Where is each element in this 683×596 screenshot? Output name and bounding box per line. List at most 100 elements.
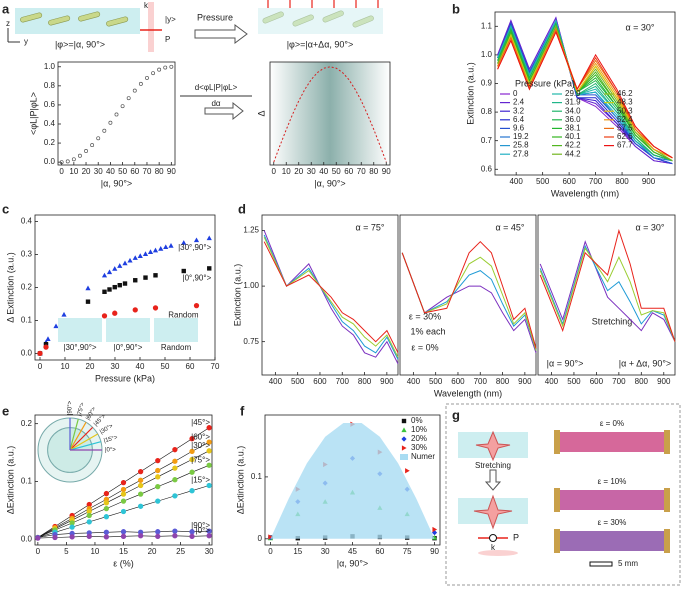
x-tick-label: 400 — [269, 377, 283, 386]
line — [497, 27, 673, 159]
photo — [560, 531, 664, 551]
arrow-label: Stretching — [475, 461, 511, 470]
point — [101, 272, 108, 278]
x-tick-label: 90 — [167, 167, 176, 176]
plot-frame — [399, 214, 537, 376]
point — [432, 526, 438, 533]
inset-label: |30°,90°> — [63, 343, 96, 352]
annotation: ε = 30% — [409, 311, 441, 321]
photo — [560, 490, 664, 510]
point — [59, 160, 64, 165]
legend-marker — [401, 436, 407, 442]
line — [539, 247, 676, 342]
x-tick-label: 10 — [282, 167, 291, 176]
point — [120, 529, 127, 535]
point — [405, 468, 410, 474]
x-tick-label: 700 — [612, 377, 626, 386]
point — [142, 251, 149, 256]
point — [120, 104, 125, 109]
x-tick-label: 20 — [82, 167, 91, 176]
y-tick-label: 0.6 — [44, 100, 56, 109]
point — [155, 457, 161, 464]
inset-ray — [69, 421, 87, 451]
point — [77, 153, 82, 158]
point — [172, 465, 178, 471]
annotation: α = 45° — [495, 222, 524, 232]
star — [473, 494, 513, 530]
inset-label: |30°> — [99, 423, 115, 436]
point — [206, 439, 212, 445]
x-tick-label: 700 — [336, 377, 350, 386]
point — [137, 477, 144, 483]
beam-label: k — [144, 1, 149, 10]
x-tick-label: 15 — [119, 547, 128, 556]
x-tick-label: 900 — [657, 377, 671, 386]
legend-marker — [401, 427, 407, 433]
x-tick-label: 30 — [111, 362, 120, 371]
y-tick-label: 0.6 — [481, 164, 493, 173]
y-tick-label: 1.25 — [243, 226, 259, 235]
annotation: |α = 90°> — [547, 358, 584, 368]
point — [181, 268, 186, 274]
x-tick-label: 25 — [176, 547, 185, 556]
x-axis-label: |α, 90°> — [337, 558, 368, 568]
point — [114, 112, 119, 117]
point — [189, 469, 195, 475]
legend-label: 31.9 — [565, 98, 581, 107]
x-tick-label: 0 — [59, 167, 64, 176]
point — [169, 64, 174, 69]
x-tick-label: 60 — [186, 362, 195, 371]
point — [147, 249, 154, 254]
point — [43, 341, 49, 347]
inset-label: |15°> — [103, 435, 119, 445]
x-axis-label: Pressure (kPa) — [95, 373, 155, 383]
legend-label: 0% — [411, 416, 423, 425]
point — [163, 65, 168, 70]
point — [151, 71, 156, 76]
point — [112, 310, 118, 316]
plot-frame — [537, 214, 676, 376]
series-label: |30°> — [191, 441, 210, 450]
x-tick-label: 500 — [536, 177, 550, 186]
point — [172, 477, 178, 483]
photo — [560, 432, 664, 452]
inset-ray — [69, 441, 102, 451]
point — [103, 490, 110, 497]
state-label: |φ>=|α, 90°> — [55, 39, 105, 49]
point — [103, 500, 110, 506]
line — [401, 252, 537, 351]
point — [61, 311, 67, 317]
x-tick-label: 70 — [211, 362, 220, 371]
y-tick-label: 1.1 — [481, 21, 493, 30]
photos — [554, 430, 670, 567]
point — [120, 486, 127, 493]
x-tick-label: 50 — [118, 167, 127, 176]
legend-label: 57.5 — [617, 124, 633, 133]
point — [155, 483, 161, 490]
inset — [58, 318, 102, 342]
annotation: ε = 0% — [411, 342, 438, 352]
point — [168, 243, 174, 248]
inset — [106, 318, 150, 342]
point — [193, 302, 200, 309]
x-tick-label: 900 — [380, 377, 394, 386]
point — [181, 240, 187, 245]
y-tick-label: 1.00 — [243, 281, 259, 290]
x-tick-label: 50 — [332, 167, 341, 176]
x-tick-label: 400 — [509, 177, 523, 186]
point — [132, 88, 137, 93]
legend-label: 42.2 — [565, 141, 581, 150]
point — [120, 479, 127, 486]
point — [85, 285, 91, 291]
point — [137, 533, 144, 539]
derivative: d<φL|P|φL> — [195, 83, 238, 92]
inset-label: |75°> — [77, 401, 87, 417]
point — [103, 529, 110, 535]
point — [138, 81, 143, 86]
point — [122, 260, 128, 266]
series-label: |90°> — [191, 521, 210, 530]
x-tick-label: 30 — [307, 167, 316, 176]
panel-label: e — [2, 403, 9, 418]
k-symbol — [489, 534, 497, 542]
point — [53, 323, 59, 329]
